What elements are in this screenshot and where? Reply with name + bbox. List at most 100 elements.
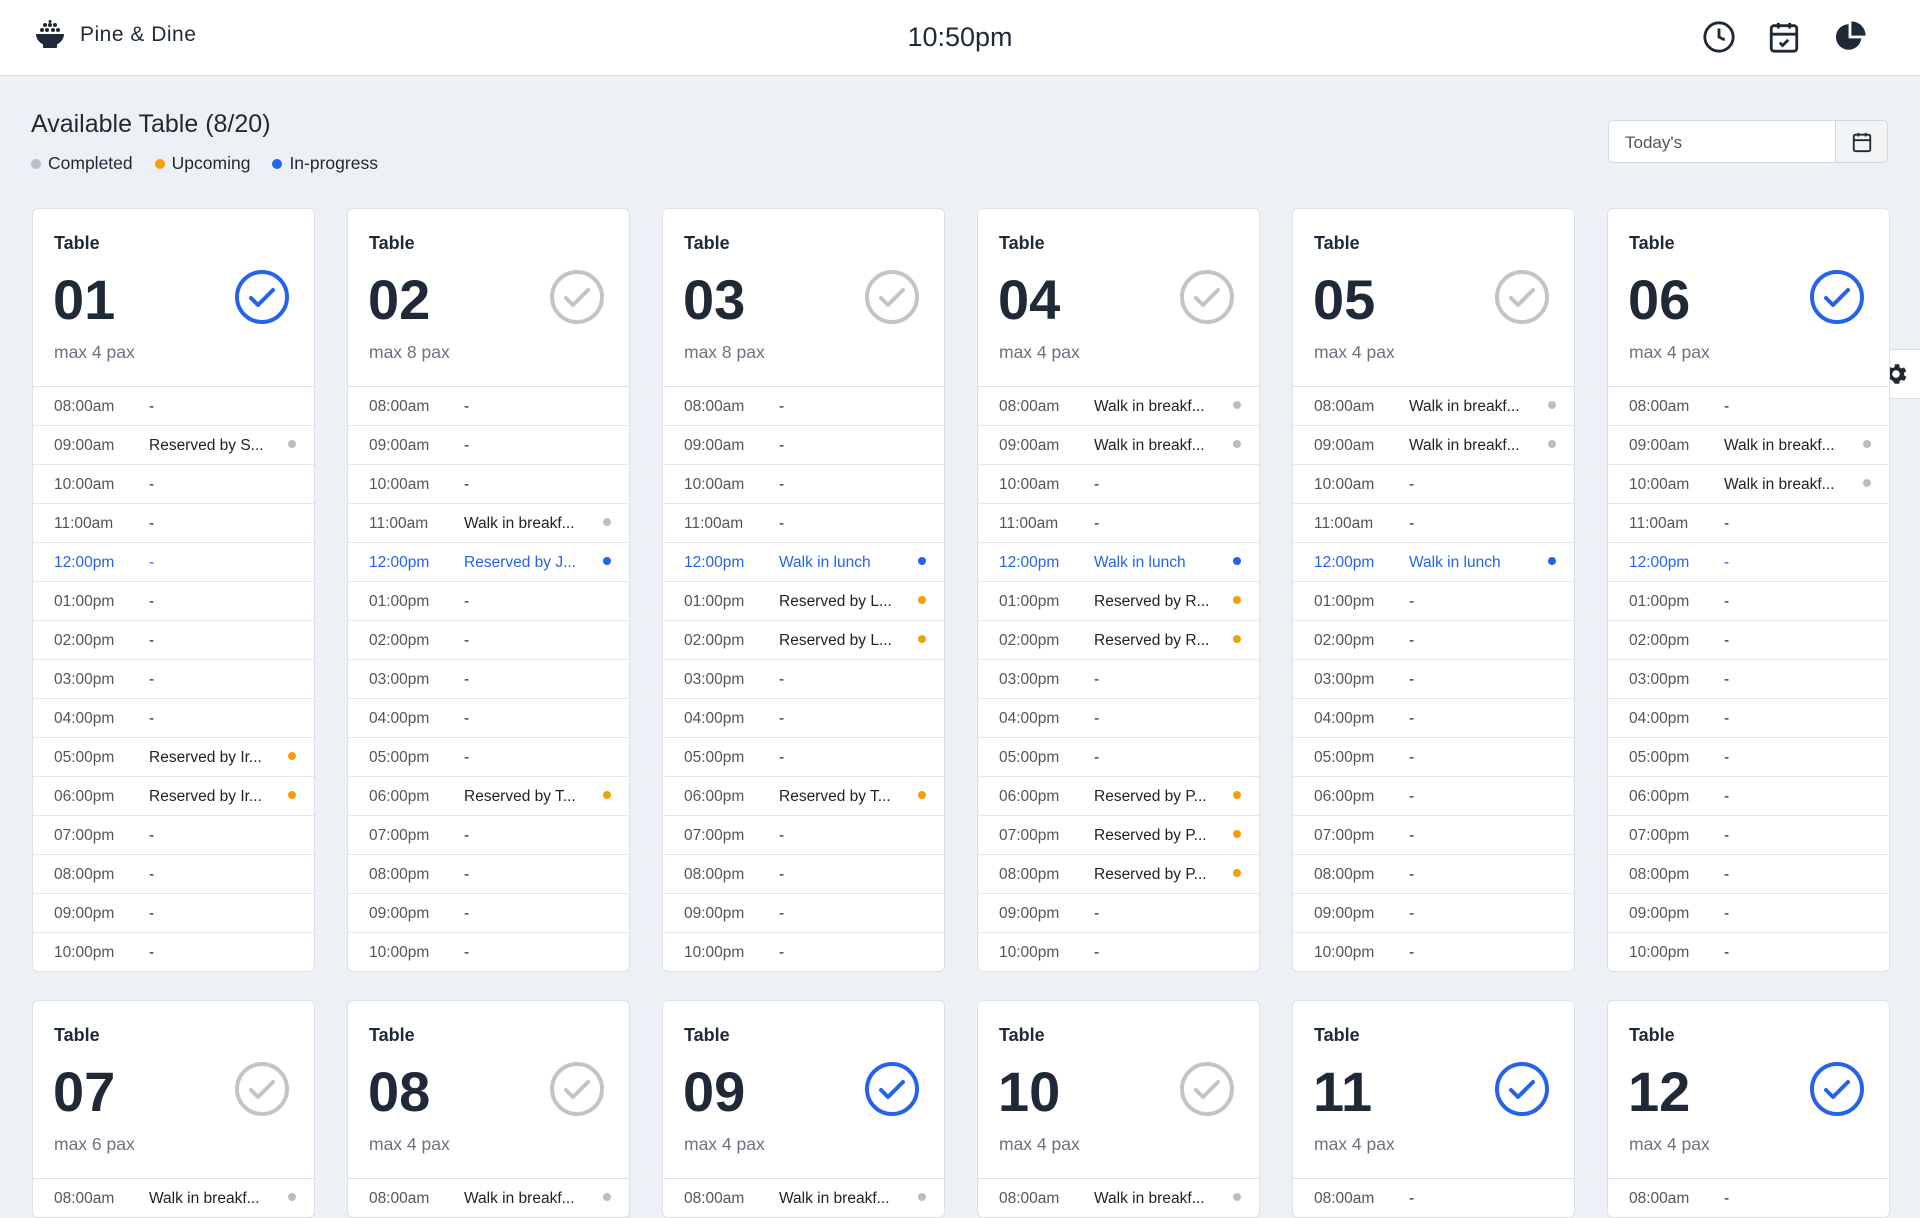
time-slot[interactable]: 09:00pm - <box>33 894 314 933</box>
time-slot[interactable]: 04:00pm - <box>663 699 944 738</box>
time-slot[interactable]: 08:00am Walk in breakf... <box>348 1179 629 1217</box>
time-slot[interactable]: 04:00pm - <box>978 699 1259 738</box>
time-slot[interactable]: 08:00am Walk in breakf... <box>33 1179 314 1217</box>
time-slot[interactable]: 06:00pm - <box>1293 777 1574 816</box>
time-slot[interactable]: 04:00pm - <box>348 699 629 738</box>
time-slot[interactable]: 08:00am - <box>1293 1179 1574 1217</box>
time-slot[interactable]: 05:00pm - <box>663 738 944 777</box>
time-slot[interactable]: 06:00pm - <box>1608 777 1889 816</box>
table-card[interactable]: Table 12 max 4 pax 08:00am - <box>1607 1000 1890 1218</box>
time-slot[interactable]: 12:00pm Walk in lunch <box>978 543 1259 582</box>
time-slot[interactable]: 09:00am Walk in breakf... <box>978 426 1259 465</box>
time-slot[interactable]: 12:00pm Reserved by J... <box>348 543 629 582</box>
time-slot[interactable]: 11:00am - <box>663 504 944 543</box>
time-slot[interactable]: 06:00pm Reserved by Ir... <box>33 777 314 816</box>
time-slot[interactable]: 09:00pm - <box>663 894 944 933</box>
time-slot[interactable]: 08:00pm Reserved by P... <box>978 855 1259 894</box>
time-slot[interactable]: 08:00pm - <box>1608 855 1889 894</box>
time-slot[interactable]: 02:00pm Reserved by R... <box>978 621 1259 660</box>
time-slot[interactable]: 12:00pm - <box>33 543 314 582</box>
table-card[interactable]: Table 08 max 4 pax 08:00am Walk in breakf... <box>347 1000 630 1218</box>
time-slot[interactable]: 05:00pm - <box>1293 738 1574 777</box>
time-slot[interactable]: 12:00pm Walk in lunch <box>1293 543 1574 582</box>
time-slot[interactable]: 02:00pm - <box>348 621 629 660</box>
time-slot[interactable]: 10:00am - <box>1293 465 1574 504</box>
table-card[interactable]: Table 07 max 6 pax 08:00am Walk in breakf... <box>32 1000 315 1218</box>
time-slot[interactable]: 09:00am Walk in breakf... <box>1293 426 1574 465</box>
time-slot[interactable]: 05:00pm Reserved by Ir... <box>33 738 314 777</box>
time-slot[interactable]: 08:00am Walk in breakf... <box>978 1179 1259 1217</box>
time-slot[interactable]: 03:00pm - <box>348 660 629 699</box>
time-slot[interactable]: 05:00pm - <box>1608 738 1889 777</box>
time-slot[interactable]: 11:00am - <box>33 504 314 543</box>
time-slot[interactable]: 08:00am - <box>663 387 944 426</box>
time-slot[interactable]: 08:00pm - <box>663 855 944 894</box>
table-card[interactable]: Table 03 max 8 pax 08:00am - 09:00am - 10:00am -… <box>662 208 945 972</box>
time-slot[interactable]: 06:00pm Reserved by T... <box>348 777 629 816</box>
time-slot[interactable]: 03:00pm - <box>978 660 1259 699</box>
time-slot[interactable]: 03:00pm - <box>1608 660 1889 699</box>
time-slot[interactable]: 09:00am Walk in breakf... <box>1608 426 1889 465</box>
time-slot[interactable]: 01:00pm - <box>1293 582 1574 621</box>
history-icon[interactable] <box>1702 20 1736 54</box>
time-slot[interactable]: 10:00pm - <box>348 933 629 971</box>
table-card[interactable]: Table 06 max 4 pax 08:00am - 09:00am Walk in b… <box>1607 208 1890 972</box>
time-slot[interactable]: 04:00pm - <box>1608 699 1889 738</box>
time-slot[interactable]: 03:00pm - <box>33 660 314 699</box>
report-icon[interactable] <box>1833 20 1867 54</box>
time-slot[interactable]: 04:00pm - <box>1293 699 1574 738</box>
time-slot[interactable]: 09:00pm - <box>1293 894 1574 933</box>
time-slot[interactable]: 10:00am - <box>33 465 314 504</box>
calendar-icon[interactable] <box>1767 20 1801 54</box>
time-slot[interactable]: 02:00pm - <box>33 621 314 660</box>
time-slot[interactable]: 09:00am Reserved by S... <box>33 426 314 465</box>
time-slot[interactable]: 07:00pm - <box>348 816 629 855</box>
time-slot[interactable]: 05:00pm - <box>348 738 629 777</box>
table-card[interactable]: Table 02 max 8 pax 08:00am - 09:00am - 10:00am -… <box>347 208 630 972</box>
time-slot[interactable]: 07:00pm - <box>33 816 314 855</box>
table-card[interactable]: Table 05 max 4 pax 08:00am Walk in breakf...… <box>1292 208 1575 972</box>
time-slot[interactable]: 08:00pm - <box>33 855 314 894</box>
time-slot[interactable]: 02:00pm - <box>1293 621 1574 660</box>
time-slot[interactable]: 10:00pm - <box>1293 933 1574 971</box>
time-slot[interactable]: 11:00am - <box>978 504 1259 543</box>
time-slot[interactable]: 08:00am - <box>1608 387 1889 426</box>
time-slot[interactable]: 08:00am Walk in breakf... <box>663 1179 944 1217</box>
time-slot[interactable]: 09:00pm - <box>348 894 629 933</box>
time-slot[interactable]: 11:00am - <box>1293 504 1574 543</box>
table-card[interactable]: Table 01 max 4 pax 08:00am - 09:00am Reserved … <box>32 208 315 972</box>
time-slot[interactable]: 06:00pm Reserved by T... <box>663 777 944 816</box>
time-slot[interactable]: 08:00am Walk in breakf... <box>978 387 1259 426</box>
time-slot[interactable]: 04:00pm - <box>33 699 314 738</box>
time-slot[interactable]: 10:00am - <box>348 465 629 504</box>
table-card[interactable]: Table 11 max 4 pax 08:00am - <box>1292 1000 1575 1218</box>
time-slot[interactable]: 03:00pm - <box>1293 660 1574 699</box>
date-filter[interactable]: Today's <box>1608 120 1888 163</box>
time-slot[interactable]: 01:00pm Reserved by R... <box>978 582 1259 621</box>
time-slot[interactable]: 03:00pm - <box>663 660 944 699</box>
time-slot[interactable]: 02:00pm - <box>1608 621 1889 660</box>
time-slot[interactable]: 10:00am Walk in breakf... <box>1608 465 1889 504</box>
time-slot[interactable]: 05:00pm - <box>978 738 1259 777</box>
time-slot[interactable]: 08:00am - <box>33 387 314 426</box>
table-card[interactable]: Table 09 max 4 pax 08:00am Walk in breakf... <box>662 1000 945 1218</box>
time-slot[interactable]: 10:00pm - <box>1608 933 1889 971</box>
time-slot[interactable]: 08:00pm - <box>1293 855 1574 894</box>
brand[interactable]: Pine & Dine <box>34 20 196 50</box>
time-slot[interactable]: 11:00am Walk in breakf... <box>348 504 629 543</box>
time-slot[interactable]: 09:00pm - <box>1608 894 1889 933</box>
time-slot[interactable]: 01:00pm - <box>33 582 314 621</box>
time-slot[interactable]: 12:00pm Walk in lunch <box>663 543 944 582</box>
time-slot[interactable]: 09:00pm - <box>978 894 1259 933</box>
time-slot[interactable]: 09:00am - <box>663 426 944 465</box>
time-slot[interactable]: 12:00pm - <box>1608 543 1889 582</box>
time-slot[interactable]: 09:00am - <box>348 426 629 465</box>
time-slot[interactable]: 10:00am - <box>663 465 944 504</box>
table-card[interactable]: Table 04 max 4 pax 08:00am Walk in breakf...… <box>977 208 1260 972</box>
time-slot[interactable]: 08:00am - <box>1608 1179 1889 1217</box>
time-slot[interactable]: 01:00pm - <box>348 582 629 621</box>
time-slot[interactable]: 07:00pm Reserved by P... <box>978 816 1259 855</box>
time-slot[interactable]: 01:00pm - <box>1608 582 1889 621</box>
time-slot[interactable]: 10:00pm - <box>663 933 944 971</box>
date-picker-button[interactable] <box>1835 121 1887 162</box>
